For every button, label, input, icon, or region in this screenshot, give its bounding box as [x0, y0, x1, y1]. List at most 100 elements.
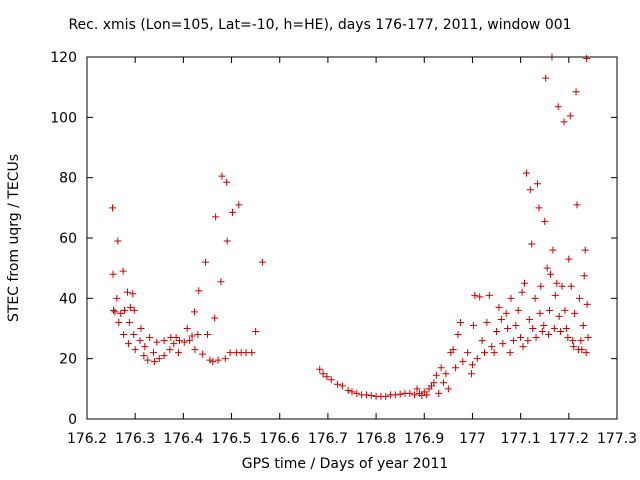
data-point [538, 328, 546, 336]
data-point [449, 346, 457, 354]
data-point [459, 358, 467, 366]
data-point [248, 349, 256, 357]
data-point [567, 282, 575, 290]
data-point [146, 334, 154, 342]
data-point [570, 343, 578, 351]
data-point [464, 349, 472, 357]
data-point [584, 334, 592, 342]
data-point [471, 291, 479, 299]
data-point [344, 386, 352, 394]
data-point [545, 331, 553, 339]
data-point [121, 306, 129, 314]
chart-title: Rec. xmis (Lon=105, Lat=-10, h=HE), days… [68, 17, 572, 33]
data-point [536, 309, 544, 317]
data-point [327, 376, 335, 384]
x-tick-label: 176.6 [260, 431, 300, 447]
data-point [456, 318, 464, 326]
data-point [506, 349, 514, 357]
data-point [564, 334, 572, 342]
data-point [469, 321, 477, 329]
data-point [123, 288, 131, 296]
data-point [473, 355, 481, 363]
data-point [557, 328, 565, 336]
data-point [223, 237, 231, 245]
x-axis-label: GPS time / Days of year 2011 [241, 456, 449, 472]
data-point [495, 303, 503, 311]
data-point [188, 332, 196, 340]
data-point [467, 370, 475, 378]
data-point [316, 365, 324, 373]
data-point [160, 352, 168, 360]
data-point [136, 337, 144, 345]
x-tick-label: 176.7 [308, 431, 348, 447]
data-point [454, 331, 462, 339]
data-point [507, 294, 515, 302]
data-point [120, 331, 128, 339]
data-point [141, 343, 149, 351]
data-point [111, 308, 119, 316]
data-point [183, 325, 191, 332]
data-point [109, 270, 117, 278]
data-point [525, 315, 533, 323]
data-point [577, 337, 585, 345]
data-point [518, 288, 526, 296]
data-point [211, 314, 219, 322]
data-point [580, 272, 588, 280]
data-point [488, 343, 496, 351]
y-tick-label: 40 [59, 291, 77, 307]
data-point [522, 169, 530, 177]
y-tick-label: 0 [68, 412, 77, 428]
data-point [144, 356, 152, 364]
x-tick-label: 177 [459, 431, 486, 447]
data-point [129, 290, 137, 298]
data-point [119, 267, 127, 275]
data-point [573, 201, 581, 209]
data-point [334, 380, 342, 388]
data-point [483, 318, 491, 326]
data-point [150, 358, 158, 366]
data-point [558, 282, 566, 290]
data-point [170, 340, 178, 348]
data-point [430, 379, 438, 387]
data-point [442, 370, 450, 378]
data-point [226, 349, 234, 357]
data-point [572, 88, 580, 96]
data-point [532, 334, 540, 342]
x-tick-label: 176.3 [115, 431, 155, 447]
data-point [575, 294, 583, 302]
data-point [565, 255, 573, 263]
data-point [199, 350, 207, 358]
data-point [537, 282, 545, 290]
data-point [524, 337, 532, 345]
data-point [582, 349, 590, 357]
data-point [581, 246, 589, 254]
data-point [348, 388, 356, 396]
data-point [229, 208, 237, 216]
data-point [526, 186, 534, 194]
data-point [362, 391, 370, 399]
x-tick-label: 176.9 [404, 431, 444, 447]
data-point [191, 346, 199, 354]
data-point [186, 337, 194, 345]
data-point [549, 246, 557, 254]
data-point [203, 331, 211, 339]
data-point [554, 103, 562, 111]
data-point [110, 306, 117, 314]
data-point [319, 370, 327, 378]
data-point [418, 391, 426, 399]
data-point [560, 118, 568, 126]
data-point [437, 364, 445, 372]
data-point [149, 349, 157, 357]
data-point [543, 264, 551, 272]
data-point [514, 306, 522, 314]
data-point [176, 337, 184, 345]
data-point [115, 318, 123, 326]
data-point [175, 349, 183, 357]
data-point [212, 213, 220, 221]
data-point [583, 55, 591, 63]
data-point [542, 74, 550, 82]
x-tick-label: 177.1 [501, 431, 541, 447]
y-tick-label: 20 [59, 352, 77, 368]
data-point [493, 328, 501, 336]
data-point [209, 358, 217, 366]
